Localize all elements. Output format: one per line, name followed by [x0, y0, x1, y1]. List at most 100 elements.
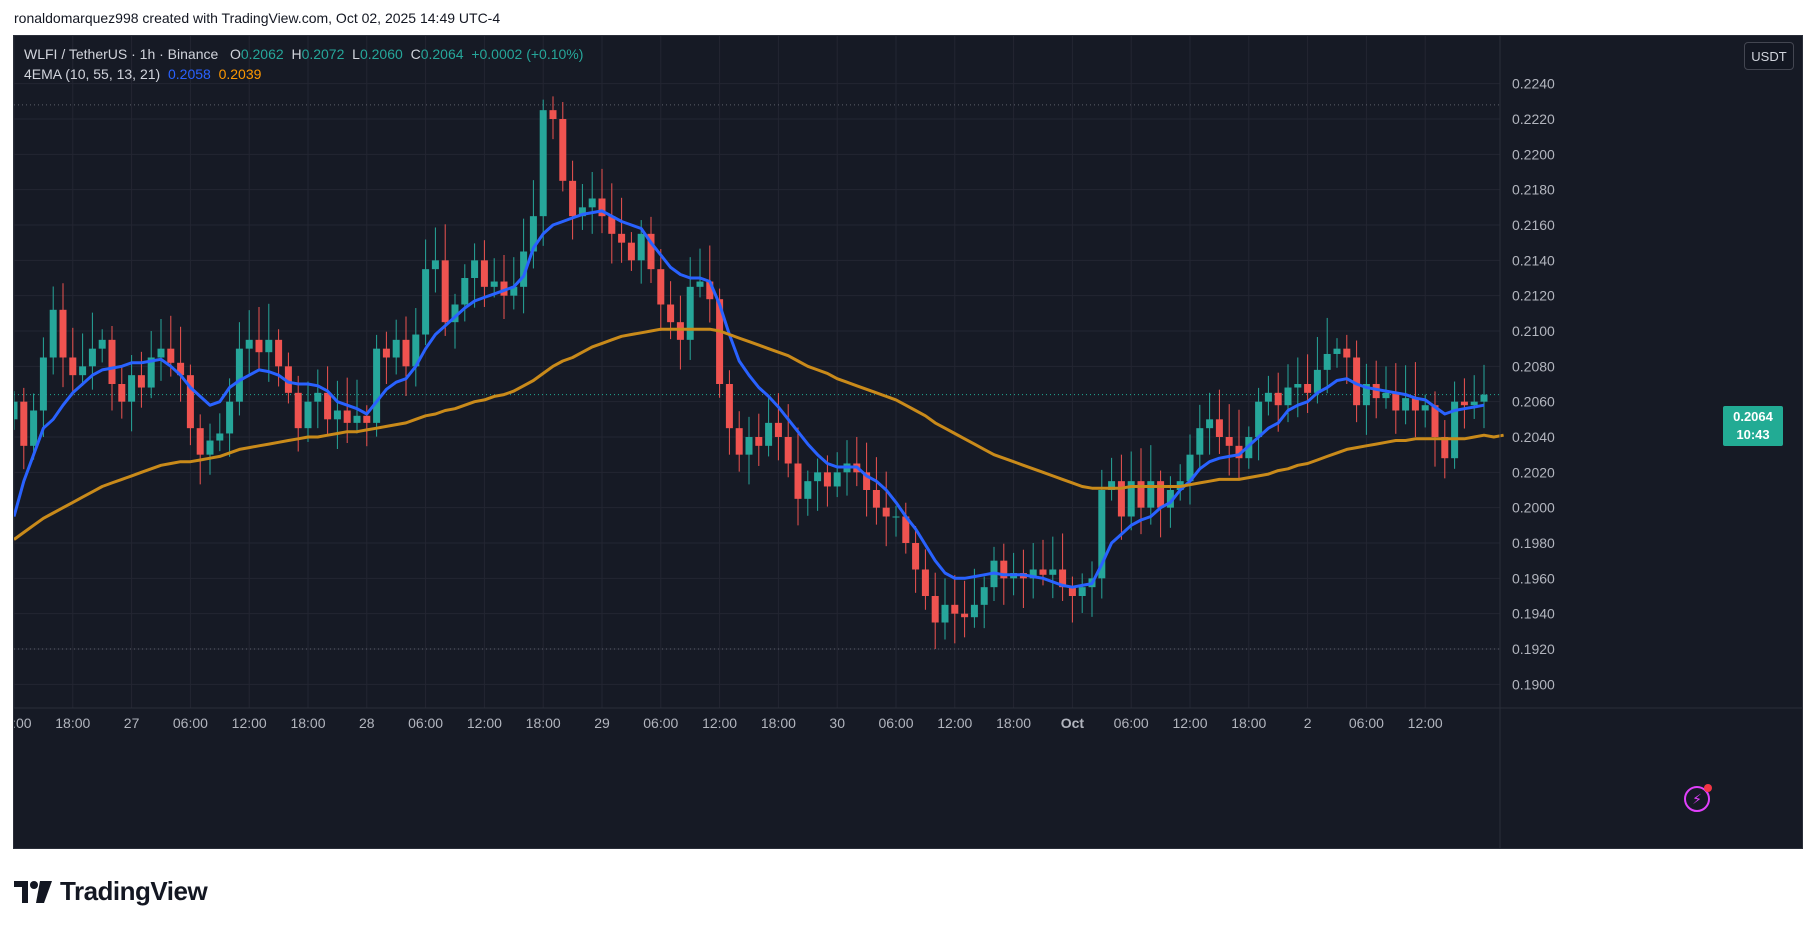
candle-body [1137, 481, 1145, 508]
candle-body [676, 322, 684, 340]
candle-body [461, 278, 469, 305]
candle-body [814, 472, 822, 482]
candle-body [833, 472, 841, 487]
candle-body [578, 207, 586, 217]
x-tick-label: 12:00 [1408, 715, 1443, 731]
y-tick-label: 0.1980 [1512, 535, 1555, 551]
x-tick-label: 30 [829, 715, 845, 731]
attribution-text: ronaldomarquez998 created with TradingVi… [14, 10, 501, 26]
candle-body [392, 339, 400, 358]
candle-body [88, 348, 96, 367]
candle-body [294, 392, 302, 429]
tradingview-logo[interactable]: TradingView [14, 876, 208, 907]
candle-body [902, 516, 910, 543]
candle-body [1059, 569, 1067, 588]
candle-body [1078, 587, 1086, 596]
candle-body [912, 543, 920, 570]
candle-body [1323, 353, 1331, 370]
candle-body [1421, 405, 1429, 411]
candle-body [39, 357, 47, 411]
candle-body [265, 339, 273, 353]
candle-body [1460, 401, 1468, 406]
alert-badge-dot [1704, 784, 1712, 792]
x-tick-label: 06:00 [1349, 715, 1384, 731]
candle-body [618, 233, 626, 243]
candle-body [373, 348, 381, 423]
y-tick-label: 0.1940 [1512, 606, 1555, 622]
candle-body [1451, 401, 1459, 459]
candle-body [1313, 369, 1321, 393]
candle-body [510, 286, 518, 296]
candle-body [167, 348, 175, 363]
x-tick-label: 12:00 [1172, 715, 1207, 731]
candle-body [324, 392, 332, 420]
candle-body [765, 422, 773, 446]
candle-body [382, 348, 390, 358]
indicator-label[interactable]: 4EMA (10, 55, 13, 21) [24, 66, 161, 82]
candle-body [49, 309, 57, 358]
y-tick-label: 0.2000 [1512, 500, 1555, 516]
open-label: O [229, 46, 241, 62]
candle-body [755, 437, 763, 446]
indicator-legend-row[interactable]: 4EMA (10, 55, 13, 21) 0.2058 0.2039 [24, 64, 583, 84]
tradingview-brand-text: TradingView [60, 876, 208, 906]
bar-countdown: 10:43 [1736, 427, 1770, 442]
candle-body [686, 286, 694, 340]
candle-body [637, 233, 645, 261]
candle-body [1029, 569, 1037, 579]
candle-body [1068, 587, 1076, 596]
chart-panel[interactable]: 0.2240 0.2220 0.2200 0.2180 0.2160 0.2140 0.21… [13, 35, 1803, 849]
x-tick-label: 06:00 [878, 715, 913, 731]
x-tick-label: 06:00 [643, 715, 678, 731]
low-label: L [352, 46, 360, 62]
lightning-alert-icon[interactable]: ⚡ [1684, 784, 1712, 812]
candle-body [667, 304, 675, 323]
candle-body [69, 357, 77, 376]
candle-body [441, 260, 449, 323]
x-tick-label: 18:00 [290, 715, 325, 731]
symbol-label[interactable]: WLFI / TetherUS · 1h · Binance [24, 46, 219, 62]
candle-body [1470, 401, 1478, 406]
last-price-badge: 0.2064 10:43 [1723, 406, 1783, 446]
candle-body [98, 339, 106, 349]
candle-body [549, 110, 557, 119]
price-chart[interactable]: 0.2240 0.2220 0.2200 0.2180 0.2160 0.2140 0.21… [14, 36, 1803, 849]
candle-body [186, 375, 194, 429]
candle-body [304, 401, 312, 429]
chart-legend: WLFI / TetherUS · 1h · Binance O0.2062 H… [24, 44, 583, 84]
candle-body [1206, 419, 1214, 429]
high-value: 0.2072 [301, 46, 345, 62]
candle-body [275, 339, 283, 367]
x-tick-label: 28 [359, 715, 375, 731]
candle-body [14, 401, 18, 420]
candle-body [1186, 454, 1194, 482]
x-tick-label: 27 [124, 715, 140, 731]
candle-body [520, 251, 528, 287]
candle-body [422, 269, 430, 335]
candle-body [1235, 445, 1243, 459]
candle-body [1215, 419, 1223, 437]
y-tick-label: 0.2140 [1512, 252, 1555, 268]
candle-body [1480, 394, 1488, 402]
candle-body [1392, 392, 1400, 411]
y-tick-label: 0.2120 [1512, 288, 1555, 304]
y-tick-label: 0.1960 [1512, 570, 1555, 586]
ema-line-slow [14, 327, 1504, 541]
x-tick-label: 06:00 [408, 715, 443, 731]
candle-body [559, 119, 567, 181]
candle-body [284, 366, 292, 393]
x-tick-label: 12:00 [232, 715, 267, 731]
x-tick-label: 12:00 [702, 715, 737, 731]
candle-body [1431, 405, 1439, 437]
candle-body [588, 198, 596, 208]
tradingview-logo-icon [14, 880, 52, 903]
candle-body [402, 339, 410, 367]
y-tick-label: 0.2200 [1512, 146, 1555, 162]
candle-body [471, 260, 479, 278]
candle-body [569, 180, 577, 217]
candle-body [716, 299, 724, 384]
currency-unit-button[interactable]: USDT [1744, 42, 1794, 70]
candle-body [1353, 357, 1361, 406]
candle-body [235, 348, 243, 402]
candle-body [627, 242, 635, 261]
